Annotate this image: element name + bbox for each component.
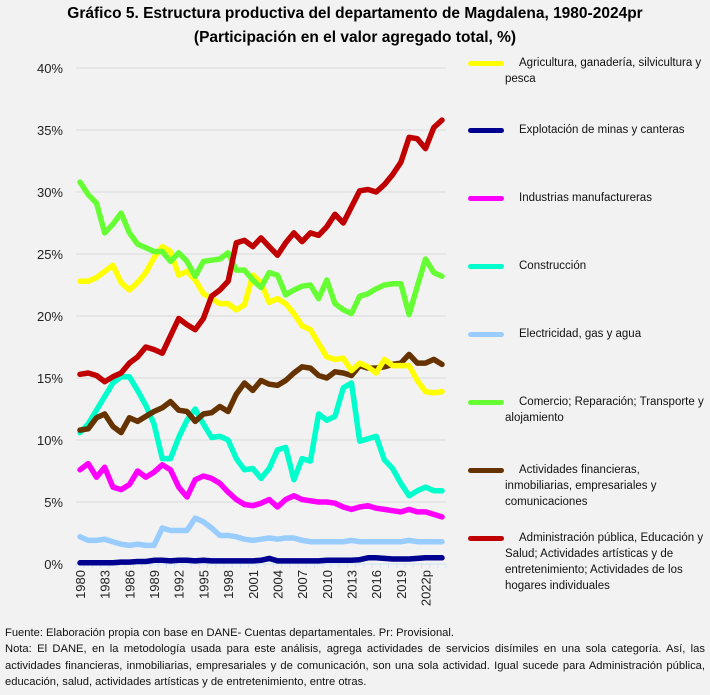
y-tick-label: 0% <box>44 557 63 572</box>
x-tick-label: 2019 <box>394 570 409 599</box>
x-tick-label: 1989 <box>147 570 162 599</box>
x-tick-label: 2010 <box>320 570 335 599</box>
legend-swatch <box>468 61 504 66</box>
chart-subtitle: (Participación en el valor agregado tota… <box>193 29 517 46</box>
y-tick-label: 25% <box>37 247 63 262</box>
y-tick-label: 30% <box>37 185 63 200</box>
x-tick-label: 2022p <box>419 570 434 606</box>
legend-label: Construcción <box>519 260 587 272</box>
series-lines <box>77 117 445 566</box>
legend-item: Actividades financieras, inmobiliarias, … <box>468 462 708 510</box>
legend-swatch <box>468 536 504 541</box>
legend-item: Comercio; Reparación; Transporte y aloja… <box>468 394 708 426</box>
y-tick-label: 15% <box>37 371 63 386</box>
legend-swatch <box>468 400 504 405</box>
legend-swatch <box>468 264 504 269</box>
x-tick-label: 2007 <box>295 570 310 599</box>
x-tick-label: 1980 <box>73 570 88 599</box>
legend-label: Industrias manufactureras <box>519 192 652 204</box>
y-tick-label: 35% <box>37 123 63 138</box>
chart-title: Gráfico 5. Estructura productiva del dep… <box>67 5 643 22</box>
x-tick-label: 2004 <box>270 570 285 599</box>
legend-label: Electricidad, gas y agua <box>519 328 642 340</box>
x-tick-label: 2013 <box>345 570 360 599</box>
x-tick-label: 1986 <box>122 570 137 599</box>
legend-label: Explotación de minas y canteras <box>519 124 685 136</box>
x-tick-label: 1995 <box>196 570 211 599</box>
legend-label: Agricultura, ganadería, silvicultura y p… <box>505 57 702 85</box>
legend-item: Industrias manufactureras <box>468 190 708 206</box>
y-axis-ticks: 0% 5% 10% 15% 20% 25% 30% 35% 40% <box>37 61 63 572</box>
legend-swatch <box>468 196 504 201</box>
x-tick-label: 2001 <box>246 570 261 599</box>
legend-item: Agricultura, ganadería, silvicultura y p… <box>468 55 708 87</box>
y-tick-label: 20% <box>37 309 63 324</box>
legend-label: Administración pública, Educación y Salu… <box>505 532 704 592</box>
y-tick-label: 10% <box>37 433 63 448</box>
legend-item: Administración pública, Educación y Salu… <box>468 530 708 594</box>
legend-swatch <box>468 128 504 133</box>
gridlines <box>76 67 446 503</box>
legend-swatch <box>468 332 504 337</box>
methodology-note: Nota: El DANE, en la metodología usada p… <box>5 643 705 688</box>
x-axis: 1980 1983 1986 1989 1992 1995 1998 2001 2004 2007… <box>73 563 447 606</box>
x-tick-label: 2016 <box>369 570 384 599</box>
series-line-2 <box>77 460 445 520</box>
source-note: Fuente: Elaboración propia con base en D… <box>5 627 454 639</box>
legend-item: Construcción <box>468 258 708 274</box>
legend-swatch <box>468 468 504 473</box>
legend-label: Comercio; Reparación; Transporte y aloja… <box>505 396 704 424</box>
series-line-1 <box>77 555 445 566</box>
y-tick-label: 5% <box>44 495 63 510</box>
line-chart: 0%5%10%15%20%25%30%35%40% 1980 1983 1986 19… <box>37 61 447 606</box>
series-line-3 <box>77 374 445 499</box>
series-line-4 <box>77 515 445 549</box>
series-line-7 <box>77 117 445 385</box>
x-tick-label: 1998 <box>221 570 236 599</box>
legend-label: Actividades financieras, inmobiliarias, … <box>505 464 657 508</box>
x-tick-label: 1992 <box>172 570 187 599</box>
series-line-6 <box>77 351 445 436</box>
x-tick-label: 1983 <box>98 570 113 599</box>
y-tick-label: 40% <box>37 61 63 76</box>
series-line-5 <box>77 179 445 318</box>
legend-item: Explotación de minas y canteras <box>468 122 708 138</box>
series-line-0 <box>77 243 445 396</box>
legend-item: Electricidad, gas y agua <box>468 326 708 342</box>
